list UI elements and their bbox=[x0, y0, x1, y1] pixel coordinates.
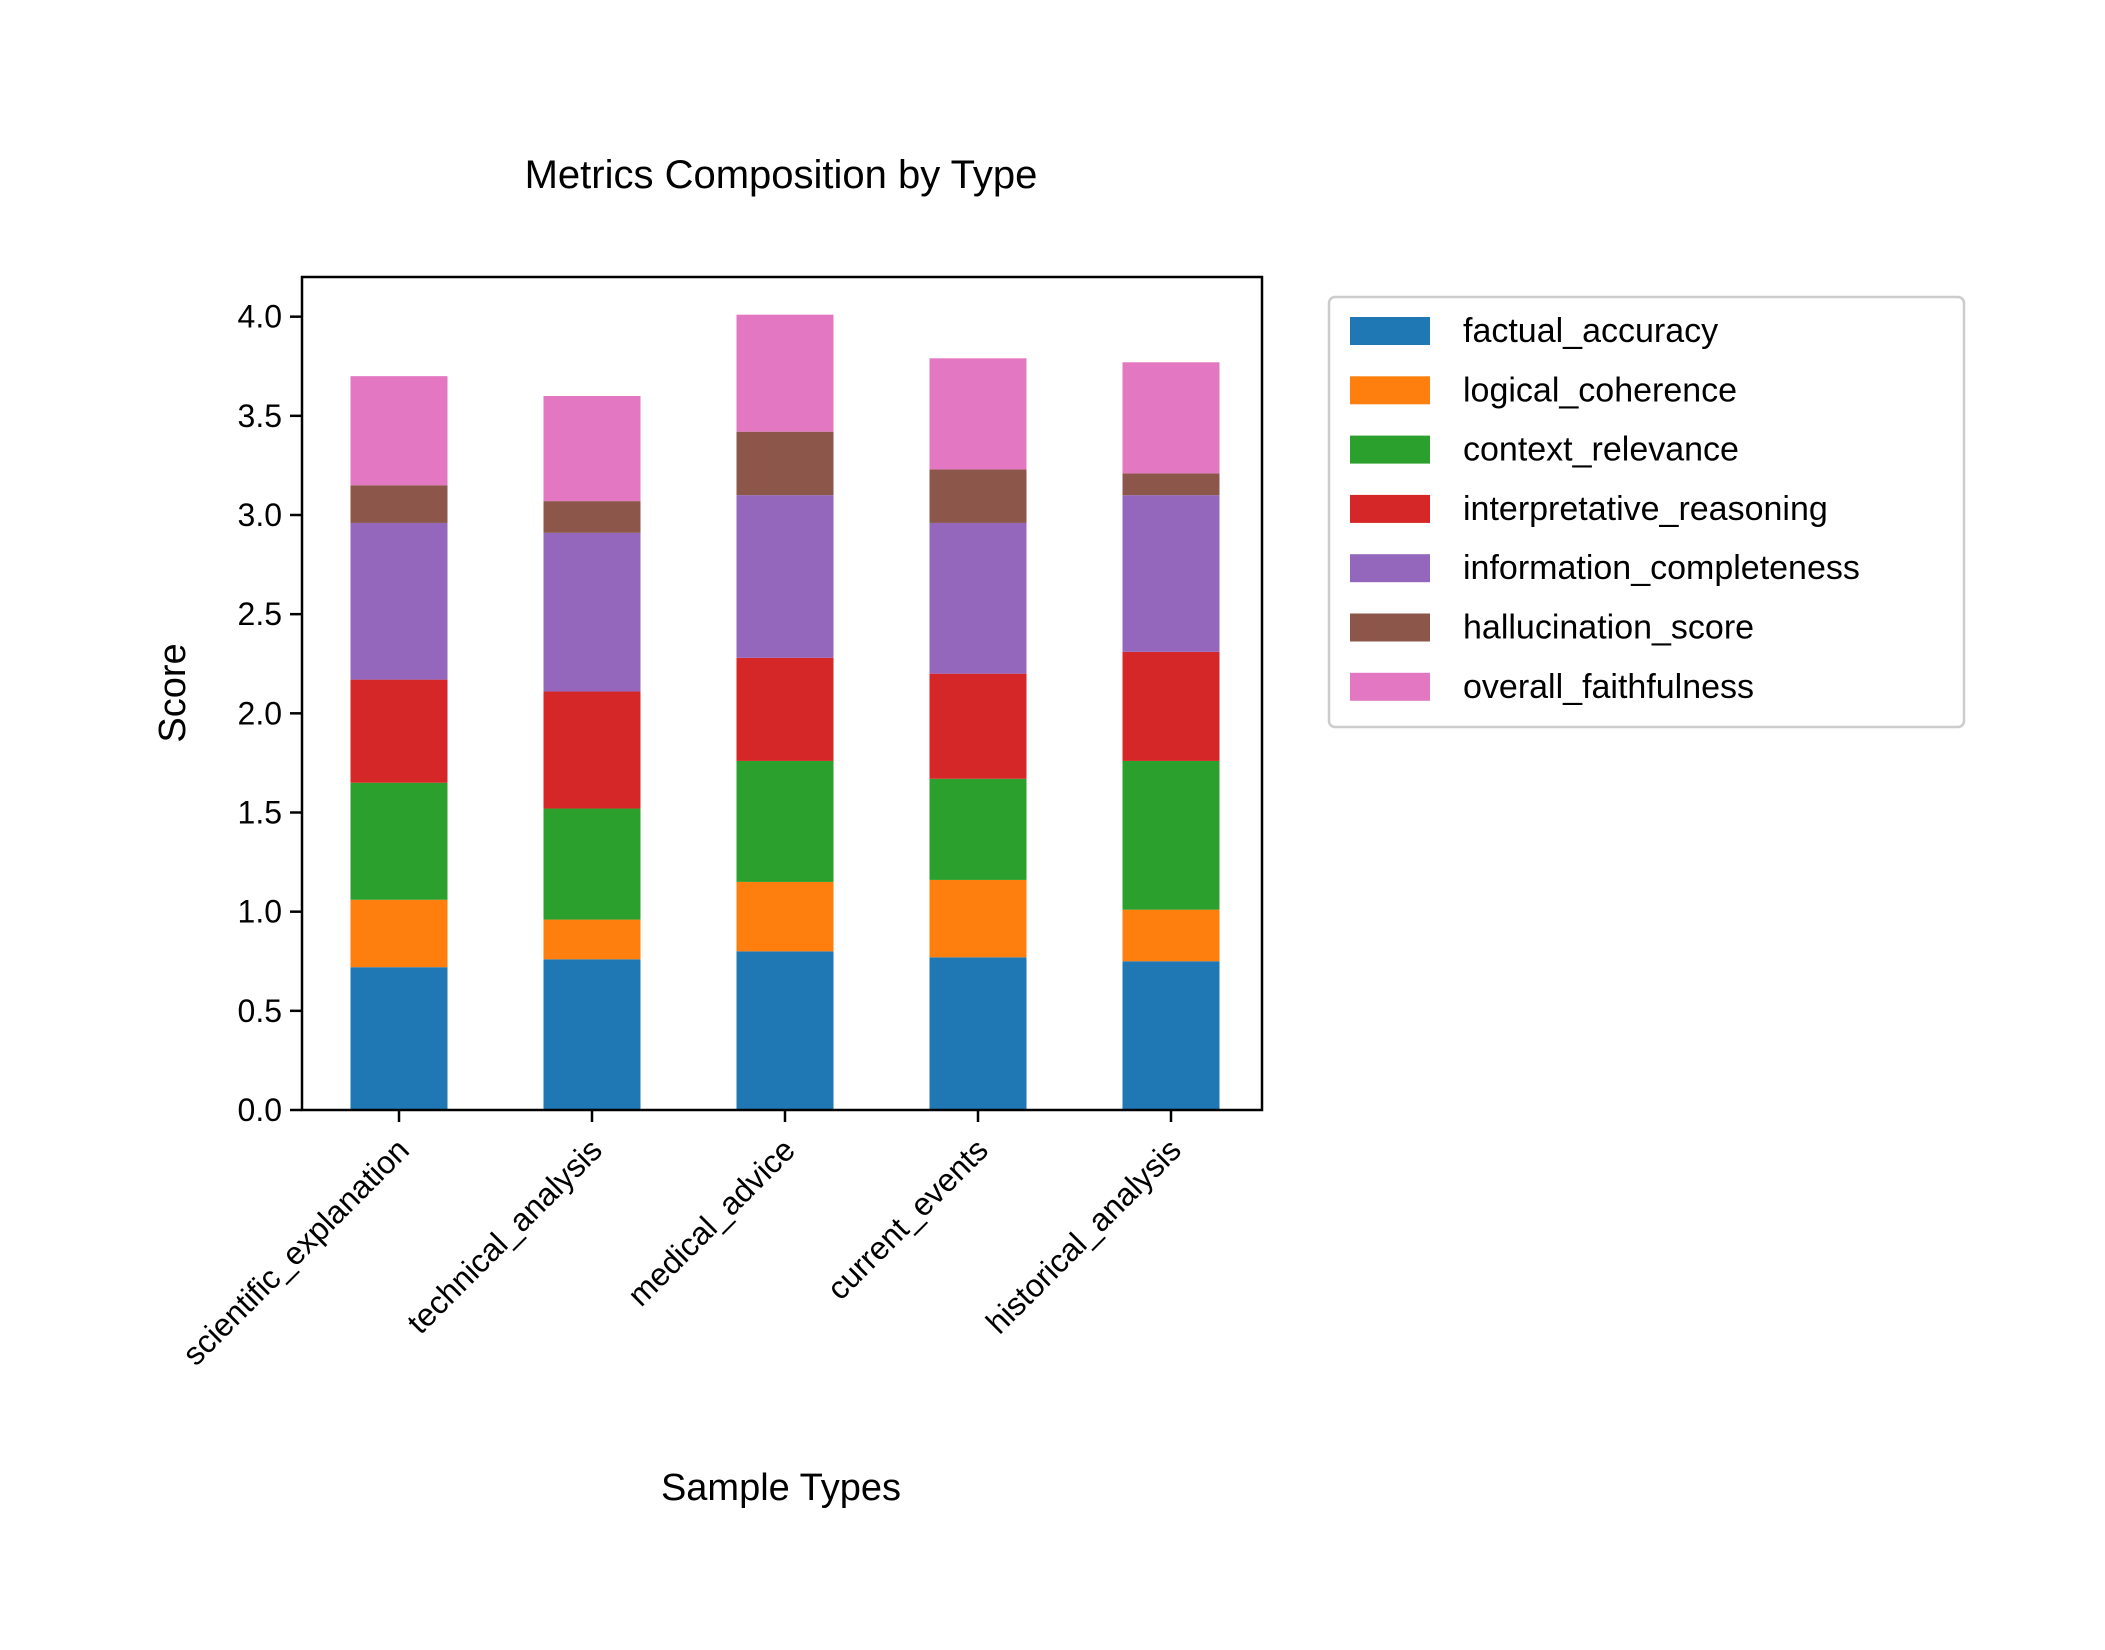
legend: factual_accuracy logical_coherencecontext… bbox=[1327, 295, 1966, 729]
bar-segment-hallucination_score-current_events bbox=[929, 469, 1027, 523]
legend-box bbox=[1327, 295, 1966, 729]
bar-segment-interpretative_reasoning-current_events bbox=[929, 673, 1027, 779]
bar-segment-interpretative_reasoning-historical_analysis bbox=[1122, 651, 1220, 761]
bar-segment-information_completeness-medical_advice bbox=[736, 495, 834, 658]
legend-label-context_relevance: context_relevance bbox=[1463, 431, 1739, 469]
x-tick-label: historical_analysis bbox=[979, 1131, 1188, 1340]
bar-segment-interpretative_reasoning-technical_analysis bbox=[543, 691, 641, 809]
y-tick-label: 3.5 bbox=[238, 398, 282, 434]
legend-swatch-logical_coherence bbox=[1350, 376, 1430, 405]
legend-swatch-context_relevance bbox=[1350, 435, 1430, 464]
y-tick-label: 2.5 bbox=[238, 596, 282, 632]
legend-label-factual_accuracy: factual_accuracy bbox=[1463, 312, 1718, 350]
bar-segment-information_completeness-technical_analysis bbox=[543, 532, 641, 692]
bar-segment-hallucination_score-medical_advice bbox=[736, 431, 834, 496]
y-tick-label: 0.0 bbox=[238, 1092, 282, 1128]
y-axis: 0.0 0.5 1.0 1.5 2.0 2.5 3.0 3.5 4.0 bbox=[238, 299, 302, 1128]
y-tick-label: 4.0 bbox=[238, 299, 282, 335]
legend-label-interpretative_reasoning: interpretative_reasoning bbox=[1463, 490, 1828, 528]
y-axis-label: Score bbox=[152, 643, 194, 742]
bar-segment-context_relevance-historical_analysis bbox=[1122, 760, 1220, 910]
bar-segment-hallucination_score-technical_analysis bbox=[543, 501, 641, 533]
bar-segment-interpretative_reasoning-medical_advice bbox=[736, 657, 834, 761]
bar-segment-hallucination_score-scientific_explanation bbox=[350, 485, 448, 523]
bar-segment-interpretative_reasoning-scientific_explanation bbox=[350, 679, 448, 783]
bar-segment-factual_accuracy-medical_advice bbox=[736, 951, 834, 1110]
x-axis-label: Sample Types bbox=[661, 1467, 901, 1509]
legend-label-logical_coherence: logical_coherence bbox=[1463, 371, 1737, 409]
legend-label-hallucination_score: hallucination_score bbox=[1463, 609, 1754, 647]
bar-segment-overall_faithfulness-historical_analysis bbox=[1122, 362, 1220, 474]
bar-segment-logical_coherence-technical_analysis bbox=[543, 919, 641, 960]
bar-segment-logical_coherence-scientific_explanation bbox=[350, 899, 448, 968]
axes-frame bbox=[300, 275, 1264, 1112]
bar-segment-context_relevance-scientific_explanation bbox=[350, 782, 448, 900]
bar-segment-overall_faithfulness-technical_analysis bbox=[543, 396, 641, 502]
chart-title: Metrics Composition by Type bbox=[525, 153, 1038, 197]
y-tick-label: 0.5 bbox=[238, 993, 282, 1029]
bar-segment-information_completeness-current_events bbox=[929, 522, 1027, 674]
bar-segment-context_relevance-current_events bbox=[929, 778, 1027, 880]
bar-segment-overall_faithfulness-scientific_explanation bbox=[350, 376, 448, 486]
bar-segment-logical_coherence-historical_analysis bbox=[1122, 909, 1220, 962]
bar-segment-context_relevance-medical_advice bbox=[736, 760, 834, 882]
bar-segment-factual_accuracy-historical_analysis bbox=[1122, 961, 1220, 1110]
x-axis: scientific_explanationtechnical_analysis… bbox=[175, 1110, 1188, 1372]
legend-swatch-hallucination_score bbox=[1350, 613, 1430, 642]
y-tick-label: 3.0 bbox=[238, 497, 282, 533]
legend-swatch-factual_accuracy bbox=[1350, 317, 1430, 345]
legend-label-overall_faithfulness: overall_faithfulness bbox=[1463, 668, 1754, 706]
plot-area bbox=[350, 314, 1220, 1110]
bar-segment-logical_coherence-medical_advice bbox=[736, 881, 834, 952]
bar-segment-overall_faithfulness-medical_advice bbox=[736, 314, 834, 432]
legend-swatch-interpretative_reasoning bbox=[1350, 494, 1430, 523]
y-tick-label: 1.0 bbox=[238, 894, 282, 930]
bar-segment-information_completeness-scientific_explanation bbox=[350, 522, 448, 680]
bar-segment-context_relevance-technical_analysis bbox=[543, 808, 641, 920]
bar-segment-factual_accuracy-scientific_explanation bbox=[350, 967, 448, 1110]
y-tick-label: 2.0 bbox=[238, 695, 282, 731]
bar-segment-factual_accuracy-technical_analysis bbox=[543, 959, 641, 1110]
x-tick-label: technical_analysis bbox=[400, 1131, 609, 1340]
x-tick-label: current_events bbox=[820, 1131, 995, 1306]
bar-segment-factual_accuracy-current_events bbox=[929, 957, 1027, 1110]
legend-swatch-overall_faithfulness bbox=[1350, 672, 1430, 701]
bar-segment-information_completeness-historical_analysis bbox=[1122, 495, 1220, 652]
bar-segment-hallucination_score-historical_analysis bbox=[1122, 473, 1220, 496]
x-tick-label: medical_advice bbox=[621, 1131, 802, 1312]
y-tick-label: 1.5 bbox=[238, 795, 282, 831]
legend-swatch-information_completeness bbox=[1350, 554, 1430, 583]
bar-segment-logical_coherence-current_events bbox=[929, 879, 1027, 958]
bar-segment-overall_faithfulness-current_events bbox=[929, 358, 1027, 470]
legend-label-information_completeness: information_completeness bbox=[1463, 549, 1860, 587]
x-tick-label: scientific_explanation bbox=[175, 1131, 416, 1372]
